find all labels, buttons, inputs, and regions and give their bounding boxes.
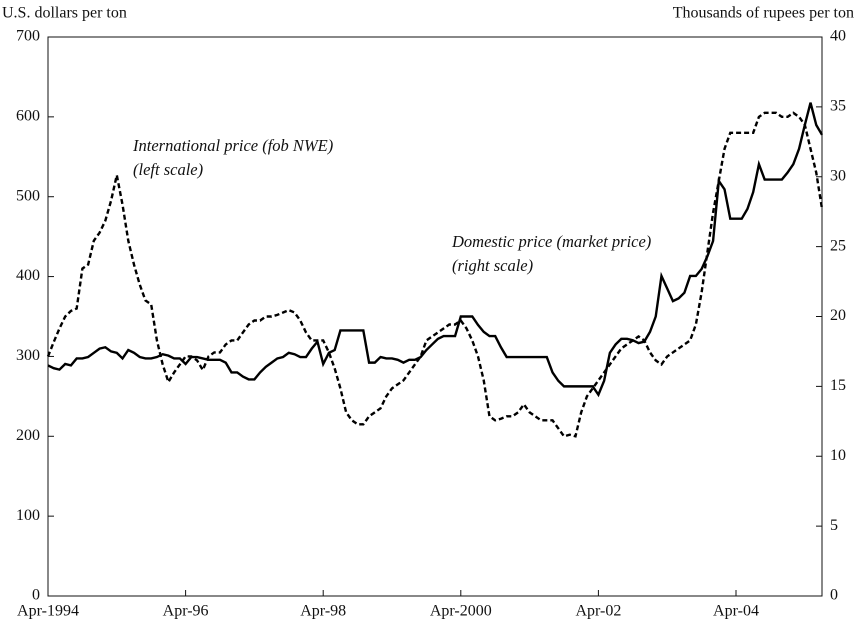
series-annotation: Domestic price (market price) xyxy=(451,232,651,251)
series-line xyxy=(47,102,824,398)
y-tick-label: 300 xyxy=(16,347,40,364)
y2-tick-label: 5 xyxy=(830,517,838,534)
y-tick-label: 400 xyxy=(16,267,40,284)
x-tick-label: Apr-1994 xyxy=(17,603,79,620)
y2-axis-label: Thousands of rupees per ton xyxy=(673,5,854,22)
series-scale-note: (left scale) xyxy=(133,160,203,179)
y-tick-label: 0 xyxy=(32,587,40,604)
y2-tick-label: 25 xyxy=(830,237,846,254)
x-tick-label: Apr-2000 xyxy=(430,603,492,620)
y2-tick-label: 10 xyxy=(830,447,846,464)
y2-tick-label: 20 xyxy=(830,307,846,324)
y-tick-label: 100 xyxy=(16,507,40,524)
y2-tick-label: 35 xyxy=(830,98,846,115)
series-line xyxy=(46,111,824,438)
x-tick-label: Apr-04 xyxy=(713,603,759,620)
x-tick-label: Apr-96 xyxy=(163,603,209,620)
y2-tick-label: 40 xyxy=(830,28,846,45)
series-annotation: International price (fob NWE) xyxy=(132,136,333,155)
y-tick-label: 200 xyxy=(16,427,40,444)
y-tick-label: 600 xyxy=(16,108,40,125)
x-tick-label: Apr-98 xyxy=(300,603,346,620)
series-scale-note: (right scale) xyxy=(452,256,533,275)
y2-tick-label: 15 xyxy=(830,377,846,394)
y-tick-label: 500 xyxy=(16,187,40,204)
plot-frame xyxy=(47,36,823,597)
y-tick-label: 700 xyxy=(16,28,40,45)
y-axis-label: U.S. dollars per ton xyxy=(2,5,127,22)
x-tick-label: Apr-02 xyxy=(575,603,621,620)
y2-tick-label: 0 xyxy=(830,587,838,604)
y2-tick-label: 30 xyxy=(830,167,846,184)
